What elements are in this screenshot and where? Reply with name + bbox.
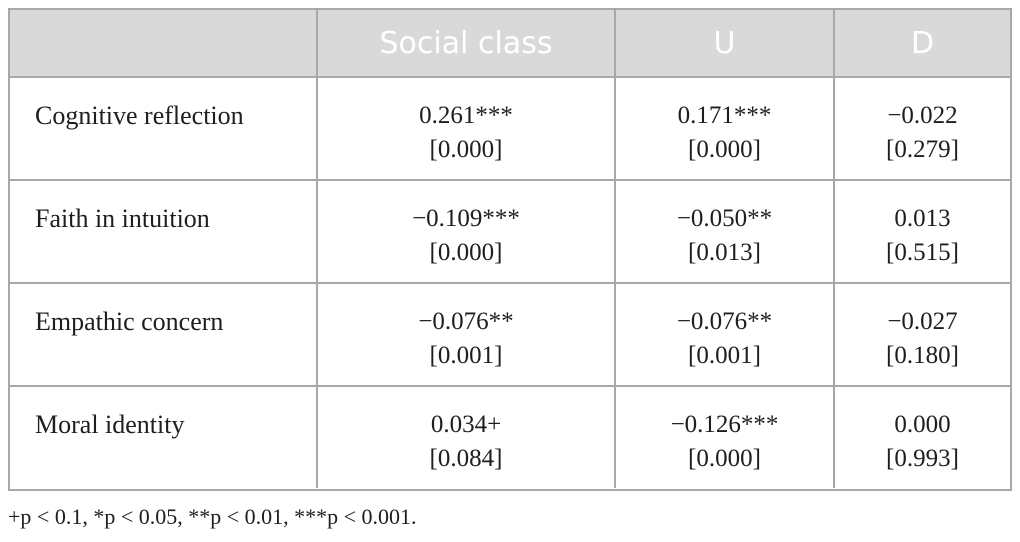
header-cell-empty bbox=[10, 10, 316, 76]
table-row: Empathic concern −0.076** [0.001] −0.076… bbox=[10, 282, 1010, 385]
coefficient: 0.261*** bbox=[419, 102, 513, 129]
coefficient: −0.076** bbox=[418, 308, 514, 335]
p-value: [0.180] bbox=[886, 342, 959, 369]
value-cell: 0.171*** [0.000] bbox=[614, 78, 833, 179]
row-label: Moral identity bbox=[35, 410, 185, 439]
p-value: [0.000] bbox=[429, 136, 503, 163]
table-row: Moral identity 0.034+ [0.084] −0.126*** … bbox=[10, 385, 1010, 488]
value-cell: 0.013 [0.515] bbox=[833, 181, 1010, 282]
coefficient: −0.076** bbox=[676, 308, 773, 335]
header-d: D bbox=[910, 26, 935, 61]
p-value: [0.000] bbox=[688, 136, 761, 163]
header-cell-u: U bbox=[614, 10, 833, 76]
p-value: [0.279] bbox=[886, 136, 959, 163]
significance-footnote: +p < 0.1, *p < 0.05, **p < 0.01, ***p < … bbox=[8, 504, 417, 529]
p-value: [0.001] bbox=[688, 342, 761, 369]
row-label-cell: Cognitive reflection bbox=[10, 78, 316, 179]
table-row: Faith in intuition −0.109*** [0.000] −0.… bbox=[10, 179, 1010, 282]
value-cell: 0.034+ [0.084] bbox=[316, 387, 614, 488]
p-value: [0.993] bbox=[886, 445, 959, 472]
coefficient: 0.000 bbox=[894, 411, 951, 438]
coefficient: −0.050** bbox=[676, 205, 773, 232]
header-social-class: Social class bbox=[379, 26, 553, 61]
p-value: [0.000] bbox=[429, 239, 503, 266]
value-cell: 0.261*** [0.000] bbox=[316, 78, 614, 179]
value-cell: −0.076** [0.001] bbox=[614, 284, 833, 385]
coefficient: −0.022 bbox=[887, 102, 958, 129]
value-cell: 0.000 [0.993] bbox=[833, 387, 1010, 488]
coefficient: −0.126*** bbox=[670, 411, 779, 438]
table-header-row: Social class U D bbox=[10, 10, 1010, 76]
coefficient: 0.013 bbox=[894, 205, 951, 232]
p-value: [0.084] bbox=[429, 445, 503, 472]
value-cell: −0.109*** [0.000] bbox=[316, 181, 614, 282]
value-cell: −0.050** [0.013] bbox=[614, 181, 833, 282]
header-cell-social-class: Social class bbox=[316, 10, 614, 76]
coefficient: −0.109*** bbox=[412, 205, 520, 232]
row-label-cell: Faith in intuition bbox=[10, 181, 316, 282]
p-value: [0.001] bbox=[429, 342, 503, 369]
p-value: [0.515] bbox=[886, 239, 959, 266]
table-row: Cognitive reflection 0.261*** [0.000] 0.… bbox=[10, 76, 1010, 179]
results-table: Social class U D Cognitive reflection 0.… bbox=[8, 8, 1012, 491]
row-label-cell: Moral identity bbox=[10, 387, 316, 488]
row-label: Cognitive reflection bbox=[35, 101, 244, 130]
row-label-cell: Empathic concern bbox=[10, 284, 316, 385]
value-cell: −0.126*** [0.000] bbox=[614, 387, 833, 488]
row-label: Faith in intuition bbox=[35, 204, 210, 233]
coefficient: 0.171*** bbox=[677, 102, 772, 129]
p-value: [0.013] bbox=[688, 239, 761, 266]
value-cell: −0.022 [0.279] bbox=[833, 78, 1010, 179]
header-cell-d: D bbox=[833, 10, 1010, 76]
coefficient: 0.034+ bbox=[430, 411, 502, 438]
p-value: [0.000] bbox=[688, 445, 761, 472]
header-u: U bbox=[713, 26, 736, 61]
value-cell: −0.027 [0.180] bbox=[833, 284, 1010, 385]
row-label: Empathic concern bbox=[35, 307, 224, 336]
coefficient: −0.027 bbox=[887, 308, 958, 335]
value-cell: −0.076** [0.001] bbox=[316, 284, 614, 385]
